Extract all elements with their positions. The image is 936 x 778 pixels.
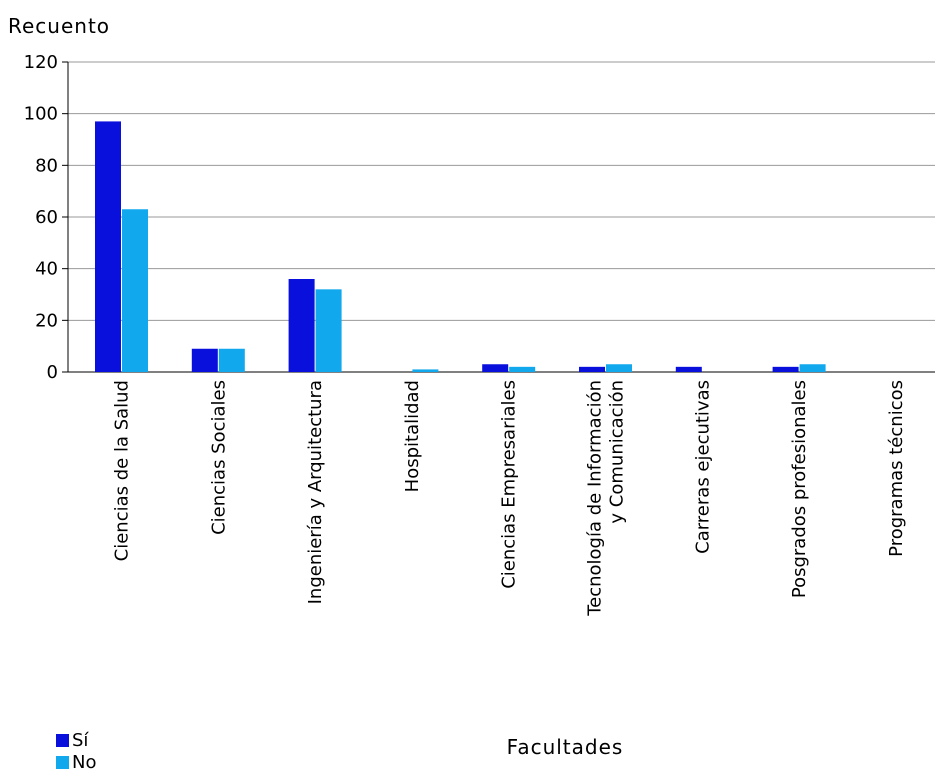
- y-tick-label: 20: [35, 310, 58, 331]
- y-axis-label: Recuento: [8, 14, 110, 38]
- legend-label-no: No: [72, 752, 96, 773]
- legend-label-si: Sí: [72, 730, 89, 751]
- bar-no: [122, 209, 148, 372]
- bar-no: [606, 364, 632, 372]
- legend-swatch-si: [56, 734, 69, 747]
- legend: Sí No: [56, 730, 96, 773]
- bar-si: [675, 366, 702, 372]
- category-labels: Ciencias de la Salud Ciencias Sociales Ing…: [112, 380, 907, 617]
- y-tick-label: 80: [35, 155, 58, 176]
- bar-si: [288, 279, 315, 372]
- category-label: Ciencias Sociales: [208, 380, 229, 535]
- category-label: Carreras ejecutivas: [692, 380, 713, 554]
- y-tick-label: 120: [24, 52, 58, 73]
- category-label: Programas técnicos: [886, 380, 907, 557]
- category-label: Tecnología de Información: [585, 380, 606, 617]
- category-label: Hospitalidad: [402, 380, 423, 492]
- category-label: Posgrados profesionales: [789, 380, 810, 598]
- category-label: Ciencias Empresariales: [499, 380, 520, 589]
- bars: [95, 121, 826, 373]
- category-label: Ingeniería y Arquitectura: [305, 380, 326, 604]
- y-tick-label: 40: [35, 259, 58, 280]
- bar-si: [482, 364, 509, 372]
- bar-no: [509, 366, 536, 372]
- bar-no: [315, 289, 342, 372]
- bar-no: [799, 364, 826, 372]
- bar-si: [772, 366, 799, 372]
- grid-lines: [68, 61, 935, 321]
- y-tick-label: 100: [24, 104, 58, 125]
- bar-no: [218, 348, 245, 372]
- x-axis-label: Facultades: [507, 735, 624, 759]
- bar-si: [95, 121, 121, 373]
- bar-si: [579, 366, 605, 372]
- category-label: y Comunicación: [607, 380, 628, 524]
- category-label: Ciencias de la Salud: [112, 380, 133, 561]
- legend-swatch-no: [56, 756, 69, 769]
- bar-si: [191, 348, 218, 372]
- y-tick-label: 60: [35, 207, 58, 228]
- y-tick-label: 0: [47, 362, 58, 383]
- bar-no: [412, 369, 439, 372]
